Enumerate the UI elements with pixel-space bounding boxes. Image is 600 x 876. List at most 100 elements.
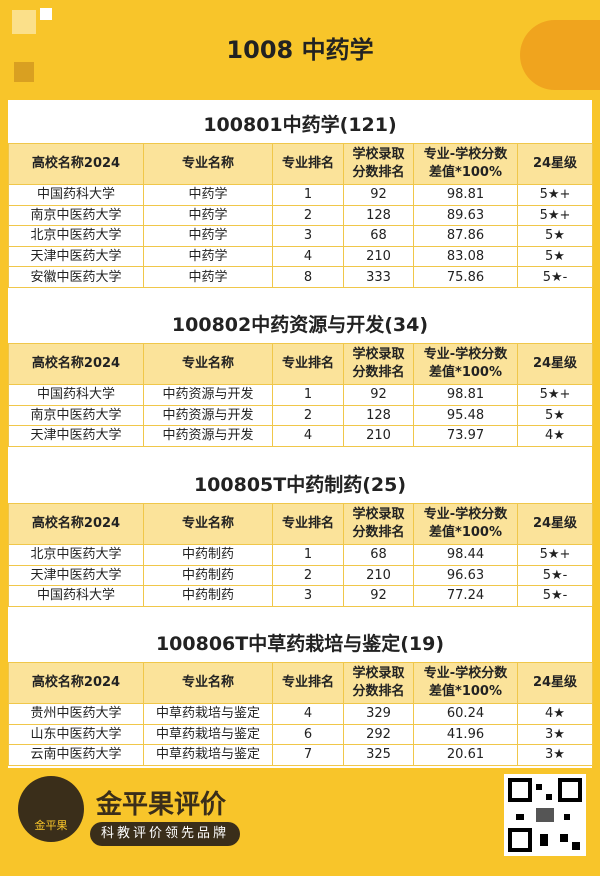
table-cell: 83.08: [413, 245, 518, 268]
table-cell: 128: [343, 404, 414, 427]
section-title: 100801中药学(121): [203, 114, 397, 136]
column-header: 专业排名: [272, 343, 344, 385]
table-cell: 210: [343, 245, 414, 268]
column-header: 24星级: [517, 143, 593, 185]
table-cell: 92: [343, 585, 414, 607]
table-cell: 5★-: [517, 266, 593, 288]
table-cell: 128: [343, 204, 414, 227]
table-cell: 6: [272, 723, 344, 746]
column-header: 专业名称: [143, 503, 273, 545]
table-cell: 5★-: [517, 564, 593, 587]
table-cell: 中药学: [143, 184, 273, 206]
column-header: 专业名称: [143, 143, 273, 185]
column-header: 专业排名: [272, 662, 344, 704]
column-header: 高校名称2024: [8, 143, 144, 185]
header-row: 高校名称2024 专业名称 专业排名 学校录取 分数排名 专业-学校分数 差值*100%…: [8, 503, 593, 545]
table-cell: 天津中医药大学: [8, 564, 144, 587]
table-row: 北京中医药大学 中药制药 1 68 98.44 5★+: [8, 544, 593, 566]
table-cell: 3★: [517, 744, 593, 766]
table-cell: 中药制药: [143, 564, 273, 587]
table-cell: 292: [343, 723, 414, 746]
table-cell: 98.81: [413, 184, 518, 206]
table: 高校名称2024 专业名称 专业排名 学校录取 分数排名 专业-学校分数 差值*100%…: [8, 503, 593, 607]
table-row: 天津中医药大学 中药资源与开发 4 210 73.97 4★: [8, 425, 593, 447]
table-cell: 20.61: [413, 744, 518, 766]
table-cell: 92: [343, 384, 414, 406]
table-cell: 210: [343, 425, 414, 447]
table-cell: 41.96: [413, 723, 518, 746]
table-cell: 中国药科大学: [8, 585, 144, 607]
header-row: 高校名称2024 专业名称 专业排名 学校录取 分数排名 专业-学校分数 差值*100%…: [8, 662, 593, 704]
column-header: 高校名称2024: [8, 662, 144, 704]
table-cell: 中药学: [143, 204, 273, 227]
table-cell: 95.48: [413, 404, 518, 427]
table-row: 中国药科大学 中药资源与开发 1 92 98.81 5★+: [8, 384, 593, 406]
table-cell: 4: [272, 425, 344, 447]
table-row: 中国药科大学 中药学 1 92 98.81 5★+: [8, 184, 593, 206]
column-header: 专业-学校分数 差值*100%: [413, 662, 518, 704]
section-title: 100806T中草药栽培与鉴定(19): [155, 633, 445, 655]
column-header: 学校录取 分数排名: [343, 503, 414, 545]
column-header: 专业排名: [272, 143, 344, 185]
table-cell: 4: [272, 245, 344, 268]
table-cell: 中草药栽培与鉴定: [143, 744, 273, 766]
table-cell: 5★+: [517, 544, 593, 566]
table-row: 安徽中医药大学 中药学 8 333 75.86 5★-: [8, 266, 593, 288]
decor: [12, 10, 36, 34]
header-row: 高校名称2024 专业名称 专业排名 学校录取 分数排名 专业-学校分数 差值*100%…: [8, 143, 593, 185]
table-cell: 8: [272, 266, 344, 288]
column-header: 学校录取 分数排名: [343, 343, 414, 385]
decor: [520, 20, 600, 90]
column-header: 专业-学校分数 差值*100%: [413, 503, 518, 545]
table-cell: 5★-: [517, 585, 593, 607]
table-cell: 云南中医药大学: [8, 744, 144, 766]
column-header: 学校录取 分数排名: [343, 143, 414, 185]
table-cell: 68: [343, 544, 414, 566]
table-cell: 中国药科大学: [8, 184, 144, 206]
brand: 金平果评价: [96, 790, 227, 820]
table-cell: 98.81: [413, 384, 518, 406]
table-row: 中国药科大学 中药制药 3 92 77.24 5★-: [8, 585, 593, 607]
table-cell: 中药资源与开发: [143, 404, 273, 427]
table-cell: 1: [272, 544, 344, 566]
section-title: 100805T中药制药(25): [193, 474, 407, 496]
column-header: 24星级: [517, 343, 593, 385]
column-header: 24星级: [517, 662, 593, 704]
column-header: 高校名称2024: [8, 343, 144, 385]
table-cell: 2: [272, 204, 344, 227]
table-cell: 210: [343, 564, 414, 587]
table-cell: 5★+: [517, 384, 593, 406]
page-title: 1008 中药学: [226, 36, 374, 64]
table-cell: 4★: [517, 703, 593, 725]
table-cell: 中药制药: [143, 585, 273, 607]
qr-code: [504, 774, 586, 856]
table-row: 天津中医药大学 中药学 4 210 83.08 5★: [8, 245, 593, 268]
table-cell: 3: [272, 585, 344, 607]
table-cell: 1: [272, 184, 344, 206]
column-header: 学校录取 分数排名: [343, 662, 414, 704]
decor: [14, 62, 34, 82]
table-cell: 68: [343, 225, 414, 247]
table-cell: 75.86: [413, 266, 518, 288]
table-cell: 中药学: [143, 245, 273, 268]
table-cell: 中药制药: [143, 544, 273, 566]
table-cell: 中药资源与开发: [143, 384, 273, 406]
column-header: 高校名称2024: [8, 503, 144, 545]
table-cell: 5★+: [517, 204, 593, 227]
table-cell: 4: [272, 703, 344, 725]
table-cell: 4★: [517, 425, 593, 447]
column-header: 专业-学校分数 差值*100%: [413, 343, 518, 385]
table: 高校名称2024 专业名称 专业排名 学校录取 分数排名 专业-学校分数 差值*100%…: [8, 662, 593, 766]
table-row: 云南中医药大学 中草药栽培与鉴定 7 325 20.61 3★: [8, 744, 593, 766]
table-cell: 中药学: [143, 266, 273, 288]
table-cell: 60.24: [413, 703, 518, 725]
table-cell: 96.63: [413, 564, 518, 587]
slogan: 科教评价领先品牌: [90, 822, 240, 846]
table-cell: 天津中医药大学: [8, 425, 144, 447]
table-cell: 7: [272, 744, 344, 766]
table-cell: 中草药栽培与鉴定: [143, 723, 273, 746]
table-cell: 5★: [517, 404, 593, 427]
column-header: 24星级: [517, 503, 593, 545]
header-row: 高校名称2024 专业名称 专业排名 学校录取 分数排名 专业-学校分数 差值*100%…: [8, 343, 593, 385]
